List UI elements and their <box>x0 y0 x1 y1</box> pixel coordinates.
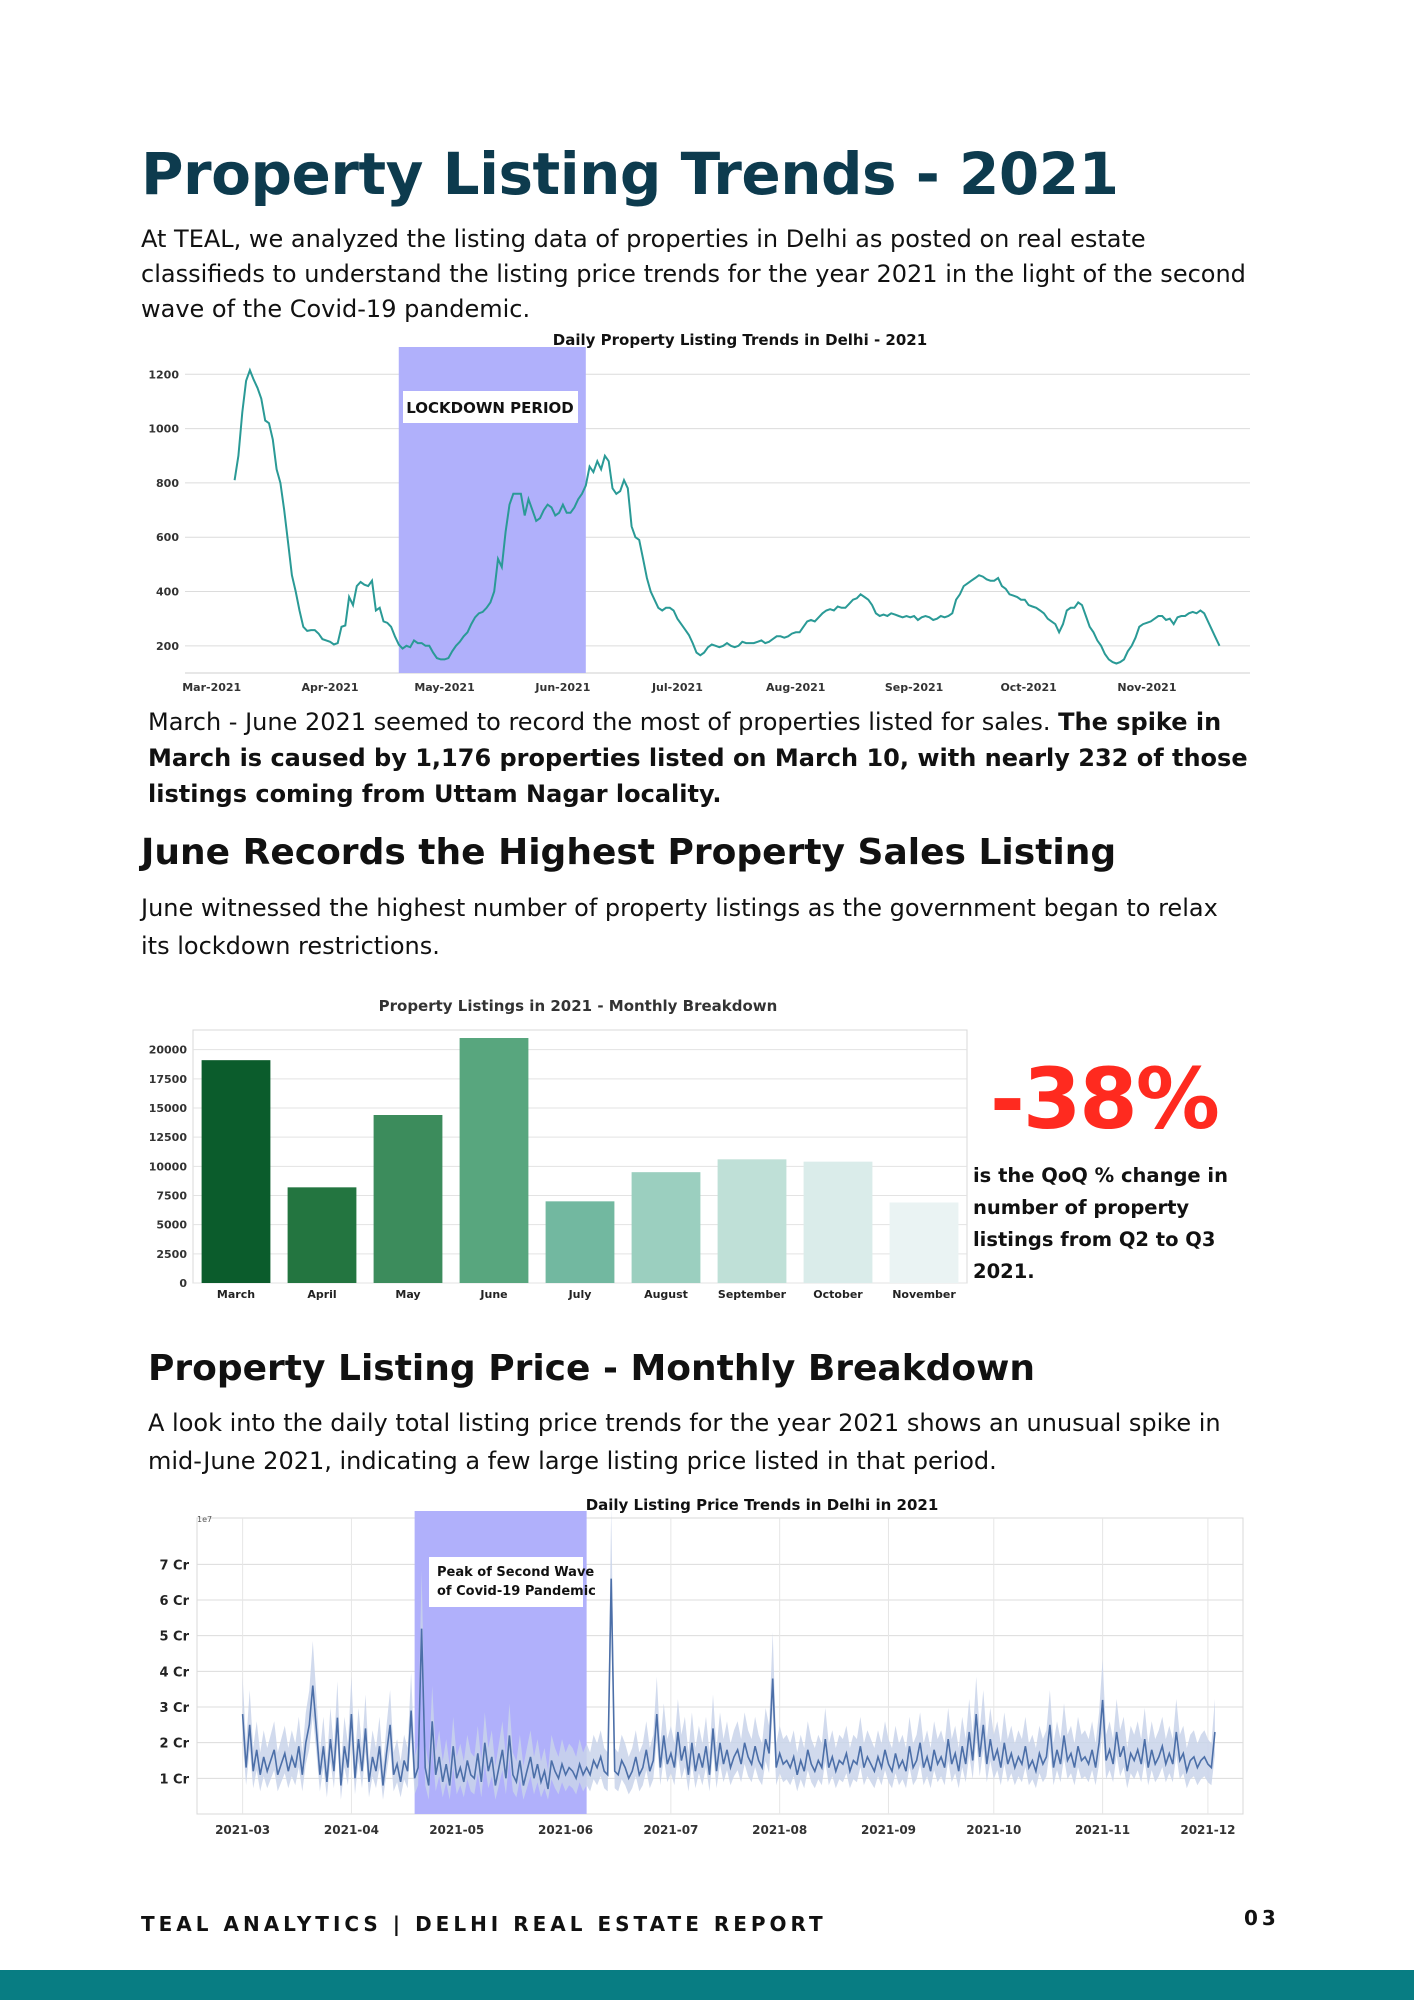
chart1-x-tick-label: Aug-2021 <box>766 681 825 694</box>
intro-paragraph: At TEAL, we analyzed the listing data of… <box>141 225 1246 323</box>
chart3-x-tick-label: 2021-12 <box>1180 1823 1235 1837</box>
chart1-y-tick-label: 1000 <box>148 423 179 436</box>
chart2-title: Property Listings in 2021 - Monthly Brea… <box>379 997 778 1015</box>
chart2-x-tick-label: July <box>568 1288 592 1301</box>
section2-heading: June Records the Highest Property Sales … <box>141 832 1117 873</box>
chart3-y-tick-label: 2 Cr <box>159 1737 189 1752</box>
chart1-x-tick-label: Mar-2021 <box>182 681 241 694</box>
chart1-x-tick-label: Jul-2021 <box>651 681 703 694</box>
section1-paragraph: March - June 2021 seemed to record the m… <box>148 704 1263 812</box>
chart3-y-tick-label: 4 Cr <box>159 1665 189 1680</box>
chart3-x-tick-label: 2021-05 <box>429 1823 484 1837</box>
chart3-x-tick-label: 2021-11 <box>1075 1823 1130 1837</box>
chart2-y-tick-label: 2500 <box>156 1248 187 1261</box>
chart1-grid <box>185 373 1250 674</box>
chart2-x-tick-label: June <box>479 1288 507 1301</box>
second-wave-label: Peak of Second Wave of Covid-19 Pandemic <box>437 1565 596 1599</box>
chart1-x-tick-label: May-2021 <box>414 681 474 694</box>
bar-march <box>201 1060 271 1283</box>
chart3-y-tick-label: 1 Cr <box>159 1772 189 1787</box>
chart1-x-tick-label: Jun-2021 <box>534 681 590 694</box>
chart1-y-tick-label: 200 <box>156 640 179 653</box>
section2-paragraph: June witnessed the highest number of pro… <box>141 894 1218 960</box>
price-confidence-band <box>242 1507 1215 1800</box>
chart3-y-tick-label: 6 Cr <box>159 1594 189 1609</box>
lockdown-label: LOCKDOWN PERIOD <box>406 399 574 417</box>
chart1-x-tick-label: Nov-2021 <box>1117 681 1176 694</box>
chart3-x-tick-label: 2021-07 <box>643 1823 698 1837</box>
chart2-x-tick-label: March <box>217 1288 255 1301</box>
bar-october <box>803 1161 873 1283</box>
chart1-title: Daily Property Listing Trends in Delhi -… <box>553 331 927 349</box>
chart1-x-ticks: Mar-2021 Apr-2021 May-2021 Jun-2021 Jul-2021… <box>182 681 1176 694</box>
chart3-frame <box>196 1517 1244 1815</box>
chart3-x-tick-label: 2021-06 <box>538 1823 593 1837</box>
chart2-y-tick-label: 20000 <box>149 1044 188 1057</box>
qoq-change-value: -38% <box>990 1050 1220 1148</box>
chart3-y-tick-label: 7 Cr <box>159 1558 189 1573</box>
page-number: 03 <box>1244 1906 1280 1930</box>
chart1-x-tick-label: Sep-2021 <box>885 681 943 694</box>
chart3-x-tick-label: 2021-10 <box>966 1823 1021 1837</box>
chart1-y-tick-label: 600 <box>156 531 179 544</box>
bar-june <box>459 1038 529 1283</box>
second-wave-label-box <box>429 1557 583 1607</box>
section1-text: March - June 2021 seemed to record the m… <box>148 708 1059 736</box>
bar-july <box>545 1201 615 1283</box>
bar-november <box>889 1202 959 1283</box>
qoq-change-note: is the QoQ % change in number of propert… <box>973 1164 1228 1283</box>
chart2-y-ticks: 0 2500 5000 7500 10000 12500 15000 17500 20000 <box>149 1044 188 1290</box>
chart3-y-tick-label: 5 Cr <box>159 1630 189 1645</box>
chart2-y-tick-label: 0 <box>179 1277 187 1290</box>
chart1-y-tick-label: 400 <box>156 586 179 599</box>
chart2-x-ticks: March April May June July August September Octo… <box>217 1288 956 1301</box>
chart2-y-tick-label: 10000 <box>149 1160 188 1173</box>
footer-text: TEAL ANALYTICS | DELHI REAL ESTATE REPOR… <box>141 1912 827 1936</box>
chart1-y-ticks: 200 400 600 800 1000 1200 <box>148 368 179 653</box>
chart3-x-ticks: 2021-03 2021-04 2021-05 2021-06 2021-07 2021-… <box>215 1823 1235 1837</box>
daily-price-line <box>241 1578 1216 1790</box>
chart2-x-tick-label: August <box>644 1288 688 1301</box>
section1-bold-text: The spike in March is caused by 1,176 pr… <box>148 708 1248 808</box>
section3-paragraph: A look into the daily total listing pric… <box>148 1409 1221 1475</box>
monthly-listings-bar-chart: Property Listings in 2021 - Monthly Brea… <box>149 997 968 1301</box>
lockdown-label-box <box>403 391 578 423</box>
chart3-y-ticks: 1 Cr 2 Cr 3 Cr 4 Cr 5 Cr 6 Cr 7 Cr <box>159 1558 189 1787</box>
chart2-bars <box>201 1038 959 1283</box>
daily-price-trends-chart: Daily Listing Price Trends in Delhi in 2… <box>159 1496 1244 1837</box>
chart3-offset-label: 1e7 <box>197 1515 212 1524</box>
chart2-x-tick-label: May <box>395 1288 420 1301</box>
chart2-y-tick-label: 15000 <box>149 1102 188 1115</box>
section3-heading: Property Listing Price - Monthly Breakdo… <box>148 1348 1036 1389</box>
chart2-x-tick-label: September <box>718 1288 787 1301</box>
chart1-y-tick-label: 800 <box>156 477 179 490</box>
second-wave-label-line: Peak of Second Wave <box>437 1565 594 1580</box>
second-wave-label-line: of Covid-19 Pandemic <box>437 1584 596 1599</box>
daily-listing-trends-chart: Daily Property Listing Trends in Delhi -… <box>148 331 1250 694</box>
chart2-x-tick-label: November <box>892 1288 956 1301</box>
chart1-x-tick-label: Oct-2021 <box>1000 681 1056 694</box>
bar-august <box>631 1172 701 1283</box>
footer-bar <box>0 1970 1414 2000</box>
chart3-y-tick-label: 3 Cr <box>159 1701 189 1716</box>
chart3-x-tick-label: 2021-08 <box>752 1823 807 1837</box>
bar-april <box>287 1187 357 1283</box>
page-title: Property Listing Trends - 2021 <box>141 140 1119 208</box>
chart2-x-tick-label: April <box>307 1288 336 1301</box>
chart1-y-tick-label: 1200 <box>148 368 179 381</box>
chart2-y-tick-label: 12500 <box>149 1131 188 1144</box>
chart3-x-tick-label: 2021-03 <box>215 1823 270 1837</box>
chart2-y-tick-label: 5000 <box>156 1219 187 1232</box>
chart2-y-tick-label: 7500 <box>156 1190 187 1203</box>
bar-september <box>717 1159 787 1283</box>
chart2-x-tick-label: October <box>813 1288 863 1301</box>
chart3-x-tick-label: 2021-09 <box>861 1823 916 1837</box>
chart2-y-tick-label: 17500 <box>149 1073 188 1086</box>
chart3-title: Daily Listing Price Trends in Delhi in 2… <box>586 1496 939 1514</box>
chart1-x-tick-label: Apr-2021 <box>302 681 359 694</box>
bar-may <box>373 1115 443 1283</box>
chart3-x-tick-label: 2021-04 <box>324 1823 379 1837</box>
daily-listings-line <box>233 367 1221 665</box>
